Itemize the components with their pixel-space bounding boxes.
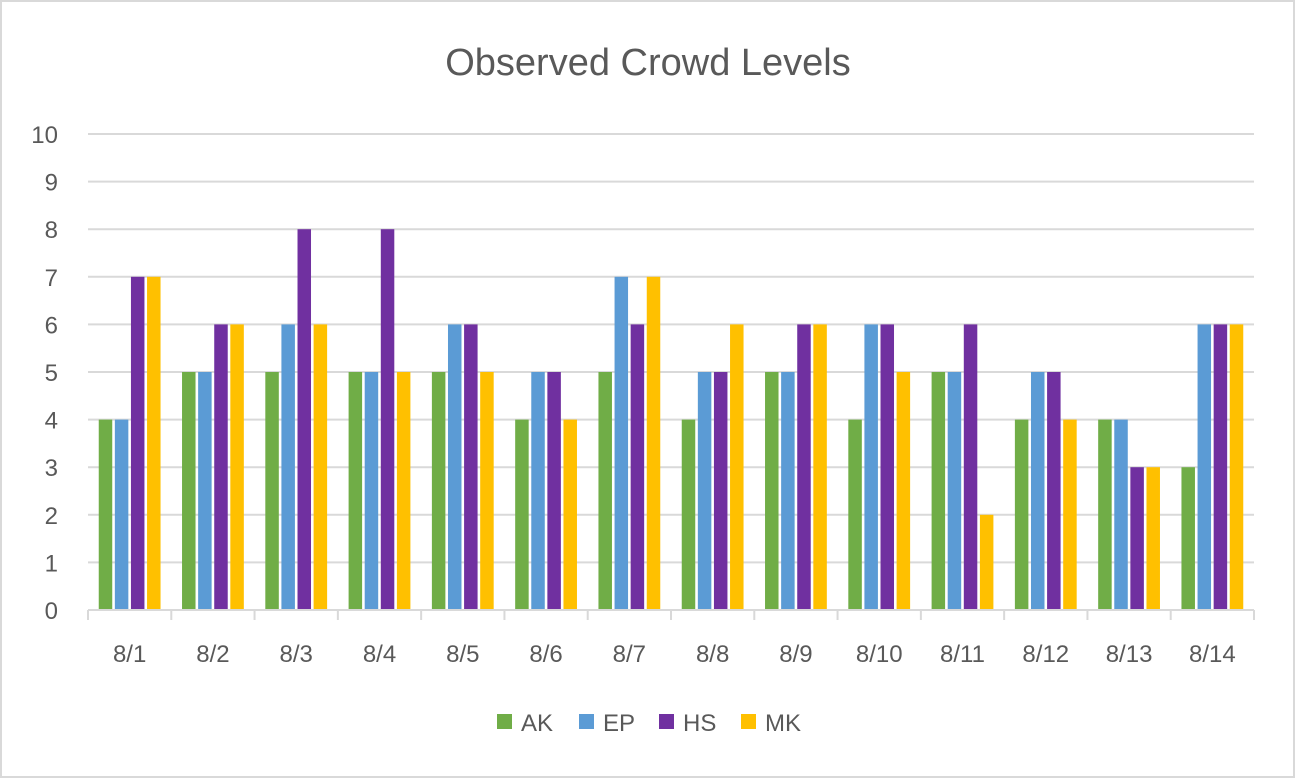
y-tick-label: 0 xyxy=(45,598,58,625)
x-tick-label: 8/11 xyxy=(940,641,985,668)
gridlines xyxy=(88,133,1254,564)
bar-ep-8-3 xyxy=(281,324,295,610)
x-tick-label: 8/8 xyxy=(696,641,729,668)
bar-mk-8-3 xyxy=(313,324,328,610)
bar-ep-8-2 xyxy=(198,372,212,610)
bar-hs-8-9 xyxy=(797,324,811,610)
bar-ak-8-4 xyxy=(348,372,363,610)
x-tick-label: 8/3 xyxy=(280,641,313,668)
bar-ak-8-5 xyxy=(431,372,446,610)
bar-ep-8-14 xyxy=(1197,324,1212,610)
y-tick-label: 6 xyxy=(45,312,58,339)
bar-ep-8-13 xyxy=(1114,419,1128,610)
y-tick-label: 9 xyxy=(45,170,58,197)
x-tick-label: 8/2 xyxy=(196,641,229,668)
bar-ak-8-14 xyxy=(1181,467,1195,610)
bar-mk-8-1 xyxy=(147,276,161,610)
bar-mk-8-14 xyxy=(1229,324,1244,610)
bars xyxy=(98,229,1244,610)
bar-ak-8-3 xyxy=(265,372,279,610)
legend-label-ep: EP xyxy=(603,710,635,737)
bar-hs-8-2 xyxy=(214,324,228,610)
bar-hs-8-8 xyxy=(713,372,728,610)
bar-ep-8-5 xyxy=(447,324,462,610)
bar-ak-8-11 xyxy=(931,372,946,610)
y-tick-label: 10 xyxy=(31,122,58,149)
bar-mk-8-8 xyxy=(730,324,744,610)
x-tick-label: 8/13 xyxy=(1106,641,1153,668)
bar-ep-8-1 xyxy=(114,419,129,610)
y-tick-label: 7 xyxy=(45,265,58,292)
bar-ep-8-8 xyxy=(697,372,712,610)
bar-ak-8-13 xyxy=(1098,419,1112,610)
x-tick-label: 8/10 xyxy=(856,641,903,668)
bar-hs-8-5 xyxy=(464,324,478,610)
x-tick-label: 8/1 xyxy=(113,641,146,668)
bar-hs-8-12 xyxy=(1047,372,1061,610)
x-tick-label: 8/7 xyxy=(613,641,646,668)
bar-mk-8-12 xyxy=(1063,419,1077,610)
bar-ak-8-1 xyxy=(98,419,113,610)
y-axis-ticks: 0 1 2 3 4 5 6 7 8 9 10 xyxy=(31,122,58,625)
bar-ak-8-10 xyxy=(848,419,862,610)
bar-hs-8-10 xyxy=(880,324,895,610)
bar-ep-8-11 xyxy=(947,372,962,610)
legend-swatch-ep xyxy=(579,714,594,729)
bar-ak-8-12 xyxy=(1014,419,1029,610)
bar-hs-8-13 xyxy=(1130,467,1144,610)
bar-ep-8-9 xyxy=(781,372,795,610)
x-tick-label: 8/5 xyxy=(446,641,479,668)
bar-mk-8-4 xyxy=(396,372,411,610)
bar-hs-8-4 xyxy=(380,229,395,610)
bar-ep-8-12 xyxy=(1030,372,1045,610)
legend-swatch-ak xyxy=(497,714,512,729)
bar-ak-8-9 xyxy=(765,372,779,610)
y-tick-label: 1 xyxy=(45,550,58,577)
legend: AK EP HS MK xyxy=(497,710,801,737)
bar-hs-8-11 xyxy=(963,324,978,610)
bar-ep-8-6 xyxy=(531,372,545,610)
bar-hs-8-1 xyxy=(130,276,145,610)
bar-mk-8-10 xyxy=(896,372,911,610)
bar-mk-8-13 xyxy=(1146,467,1160,610)
y-tick-label: 8 xyxy=(45,217,58,244)
bar-ak-8-8 xyxy=(681,419,696,610)
x-axis xyxy=(87,609,1255,620)
bar-ep-8-4 xyxy=(364,372,379,610)
y-tick-label: 3 xyxy=(45,455,58,482)
legend-label-hs: HS xyxy=(683,710,716,737)
legend-label-ak: AK xyxy=(521,710,553,737)
bar-mk-8-5 xyxy=(480,372,494,610)
bar-hs-8-7 xyxy=(630,324,645,610)
x-axis-ticks: 8/1 8/2 8/3 8/4 8/5 8/6 8/7 8/8 8/9 8/10 8/11 8/12 8… xyxy=(113,641,1236,668)
x-tick-label: 8/14 xyxy=(1189,641,1236,668)
bar-hs-8-14 xyxy=(1213,324,1228,610)
legend-swatch-hs xyxy=(659,714,674,729)
x-tick-label: 8/9 xyxy=(779,641,812,668)
bar-ak-8-2 xyxy=(182,372,196,610)
bar-mk-8-7 xyxy=(646,276,661,610)
legend-label-mk: MK xyxy=(765,710,801,737)
y-tick-label: 4 xyxy=(45,408,58,435)
x-tick-label: 8/6 xyxy=(529,641,562,668)
bar-hs-8-6 xyxy=(547,372,561,610)
bar-hs-8-3 xyxy=(297,229,312,610)
bar-ak-8-7 xyxy=(598,372,612,610)
bar-mk-8-6 xyxy=(563,419,577,610)
bar-mk-8-11 xyxy=(979,514,994,610)
bar-ep-8-7 xyxy=(614,276,629,610)
bar-mk-8-2 xyxy=(230,324,244,610)
x-tick-label: 8/4 xyxy=(363,641,396,668)
y-tick-label: 2 xyxy=(45,503,58,530)
chart-title: Observed Crowd Levels xyxy=(445,42,851,84)
bar-ak-8-6 xyxy=(515,419,529,610)
bar-ep-8-10 xyxy=(864,324,878,610)
legend-swatch-mk xyxy=(741,714,756,729)
y-tick-label: 5 xyxy=(45,360,58,387)
bar-mk-8-9 xyxy=(813,324,827,610)
x-tick-label: 8/12 xyxy=(1022,641,1069,668)
